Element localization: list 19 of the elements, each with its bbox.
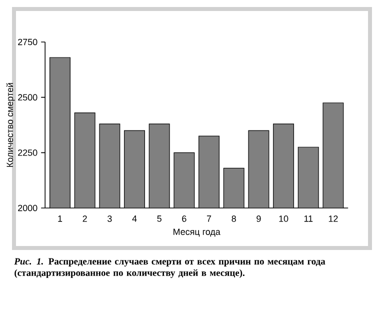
- x-axis-title: Месяц года: [174, 228, 220, 237]
- x-tick-label: 6: [182, 216, 186, 222]
- x-tick-label: 8: [232, 216, 236, 222]
- x-tick-label: 7: [206, 216, 212, 222]
- x-tick-label: 5: [157, 216, 162, 222]
- text: Рис. 1. Распределение случаев смерти от всех причин по месяцам года (стандартизированное по количеству дней в месяце).: [14, 258, 326, 278]
- y-axis-title: Количество смертей: [6, 83, 15, 167]
- x-tick-label: 1: [58, 216, 62, 222]
- x-tick-label: 12: [328, 216, 338, 222]
- x-tick-label: 4: [132, 216, 137, 222]
- y-tick-label: 2750: [18, 38, 38, 46]
- x-tick-label: 3: [108, 216, 112, 222]
- x-tick-label: 11: [304, 216, 313, 222]
- x-tick-label: 10: [279, 216, 288, 222]
- y-tick-label: 2000: [18, 204, 38, 212]
- y-tick-label: 2500: [18, 94, 38, 101]
- y-tick-label: 2250: [18, 149, 38, 156]
- x-tick-label: 9: [256, 216, 261, 222]
- x-tick-label: 2: [82, 216, 87, 222]
